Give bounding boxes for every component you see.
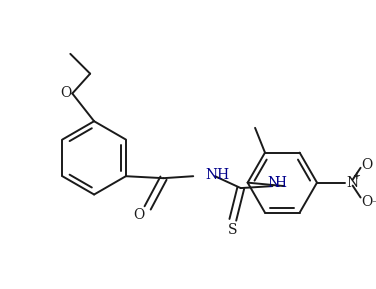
Text: N: N — [267, 176, 280, 190]
Text: N: N — [347, 176, 359, 190]
Text: H: H — [274, 176, 287, 190]
Text: O: O — [60, 86, 71, 101]
Text: NH: NH — [205, 168, 229, 182]
Text: ⁻: ⁻ — [371, 199, 376, 210]
Text: +: + — [352, 171, 359, 181]
Text: O: O — [361, 195, 372, 210]
Text: O: O — [361, 158, 372, 172]
Text: O: O — [133, 208, 144, 222]
Text: S: S — [228, 223, 238, 237]
